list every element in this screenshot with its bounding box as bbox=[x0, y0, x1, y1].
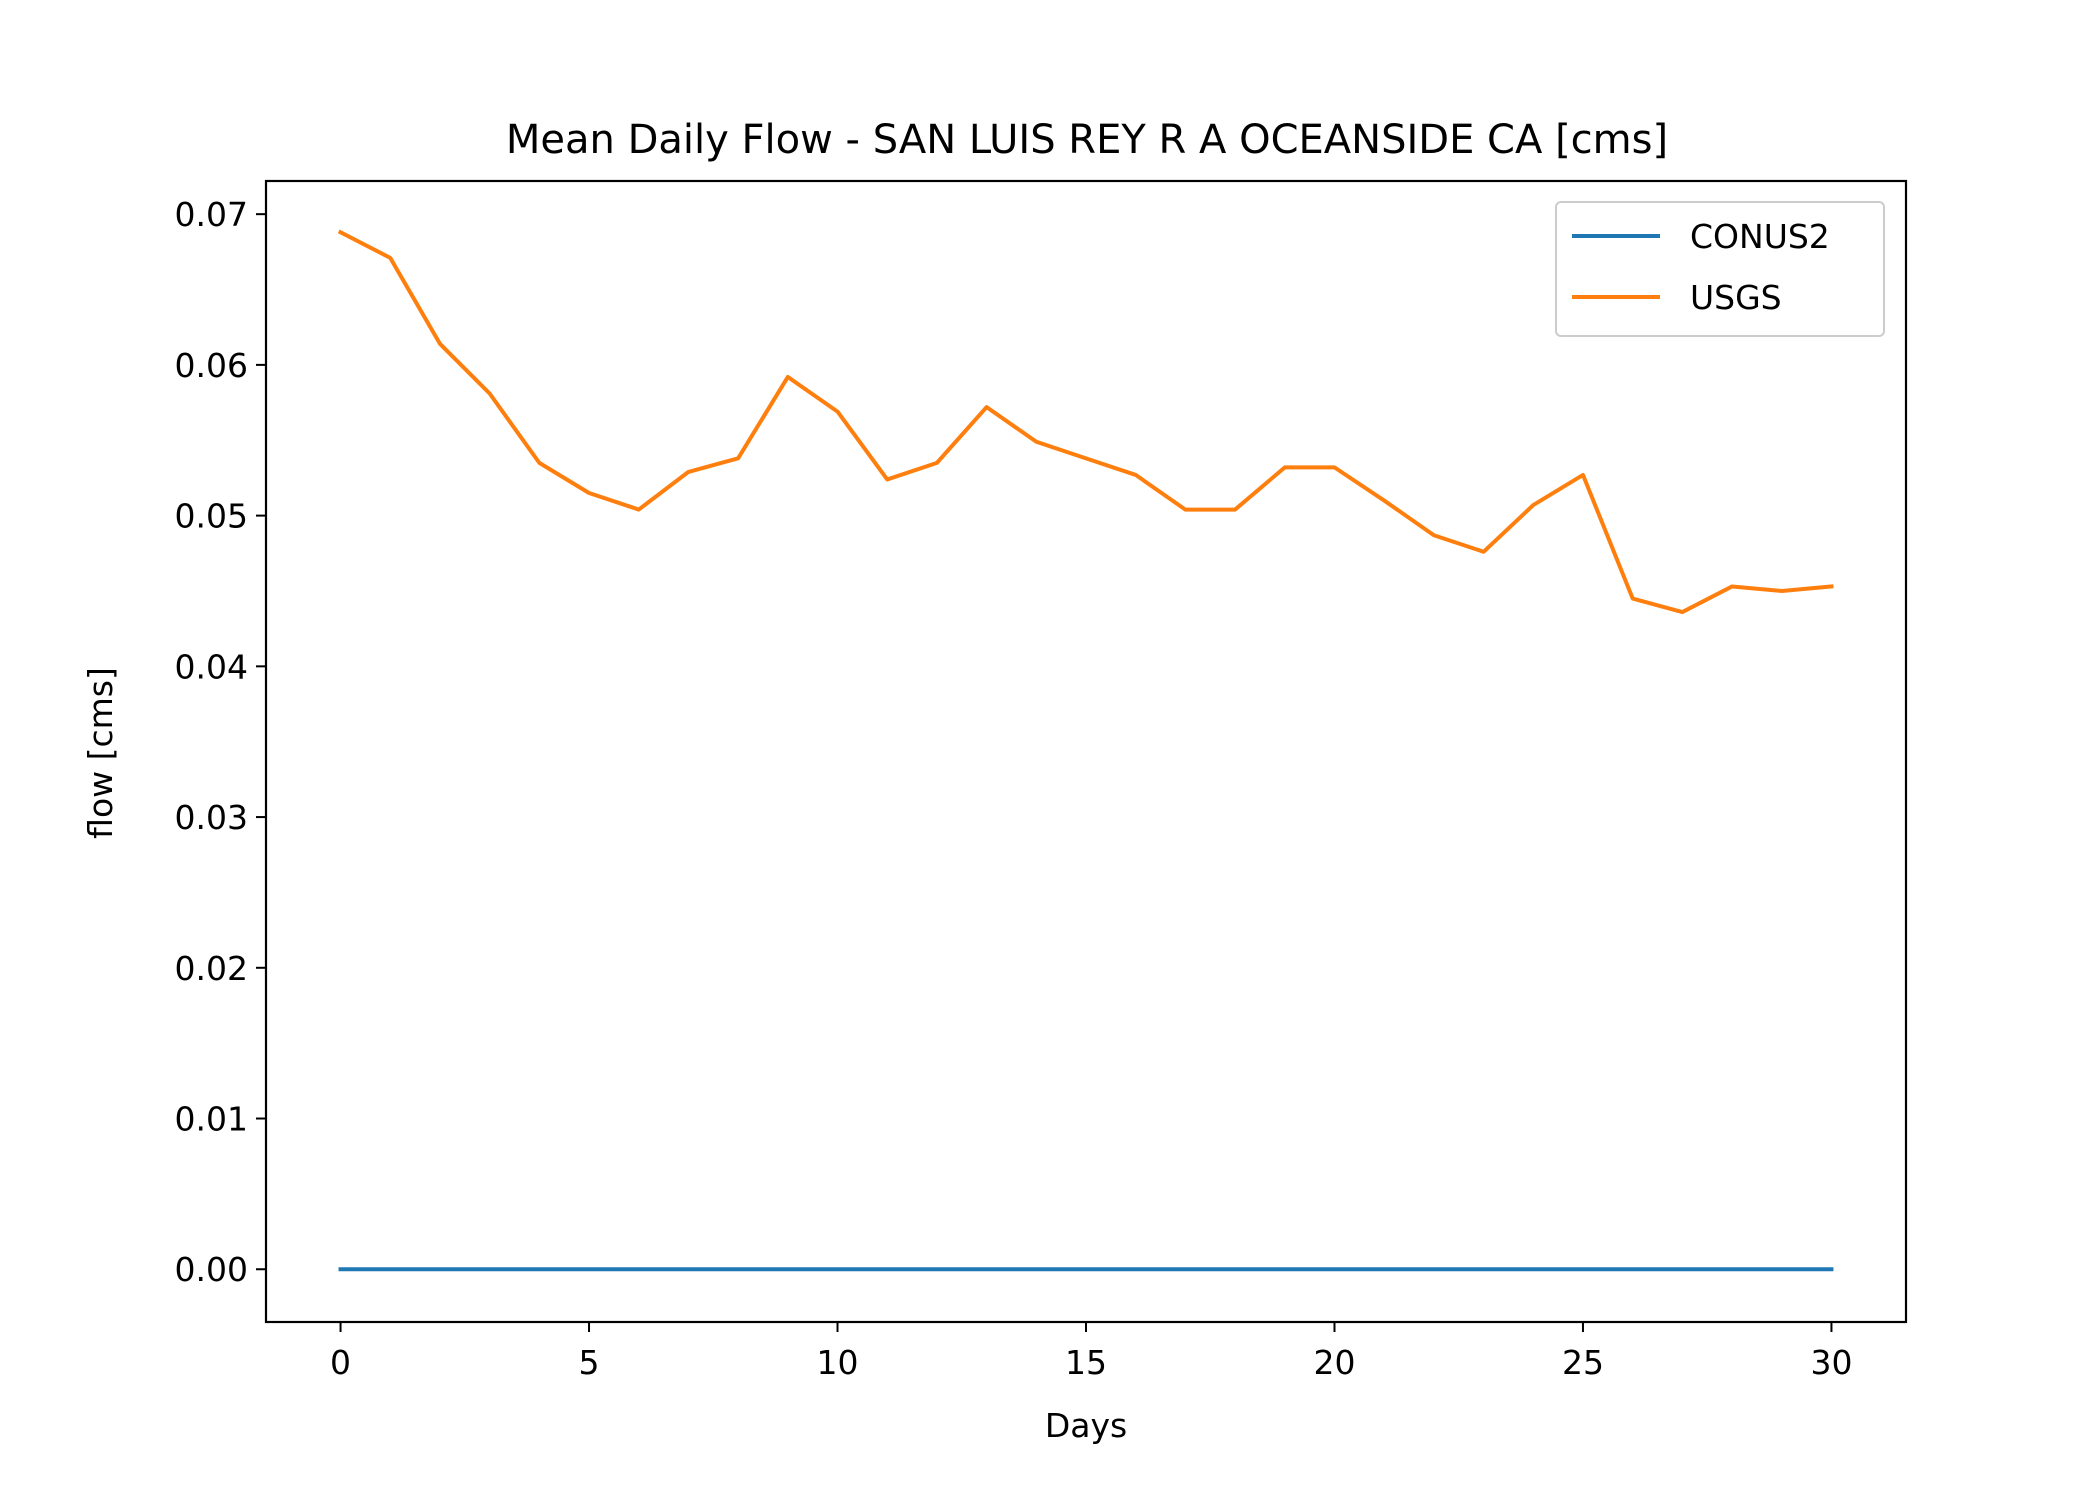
legend: CONUS2 USGS bbox=[1555, 201, 1885, 337]
x-tick-label: 20 bbox=[1313, 1343, 1355, 1382]
series-line-usgs bbox=[337, 229, 1834, 615]
chart-title: Mean Daily Flow - SAN LUIS REY R A OCEAN… bbox=[506, 117, 1668, 163]
y-tick-label: 0.06 bbox=[175, 346, 248, 385]
x-tick-label: 0 bbox=[330, 1343, 351, 1382]
x-tick-label: 30 bbox=[1810, 1343, 1852, 1382]
y-tick-label: 0.07 bbox=[175, 195, 248, 234]
y-tick-label: 0.05 bbox=[175, 497, 248, 536]
y-tick-label: 0.03 bbox=[175, 798, 248, 837]
x-tick-label: 15 bbox=[1065, 1343, 1107, 1382]
y-tick-label: 0.02 bbox=[175, 949, 248, 988]
y-tick-label: 0.04 bbox=[175, 647, 248, 686]
x-tick-label: 10 bbox=[817, 1343, 859, 1382]
y-axis-label: flow [cms] bbox=[81, 667, 120, 839]
x-tick-label: 25 bbox=[1562, 1343, 1604, 1382]
plot-area bbox=[337, 229, 1834, 1272]
y-tick-label: 0.00 bbox=[175, 1250, 248, 1289]
x-tick-label: 5 bbox=[579, 1343, 600, 1382]
axes-frame bbox=[264, 179, 1908, 1324]
y-axis: 0.00 0.01 0.02 0.03 0.04 0.05 0.06 0.07 bbox=[175, 195, 266, 1289]
legend-label-usgs: USGS bbox=[1690, 278, 1782, 317]
x-axis-label: Days bbox=[1045, 1406, 1127, 1445]
x-axis: 0 5 10 15 20 25 30 bbox=[330, 1322, 1852, 1382]
legend-label-conus2: CONUS2 bbox=[1690, 217, 1830, 256]
y-tick-label: 0.01 bbox=[175, 1100, 248, 1139]
